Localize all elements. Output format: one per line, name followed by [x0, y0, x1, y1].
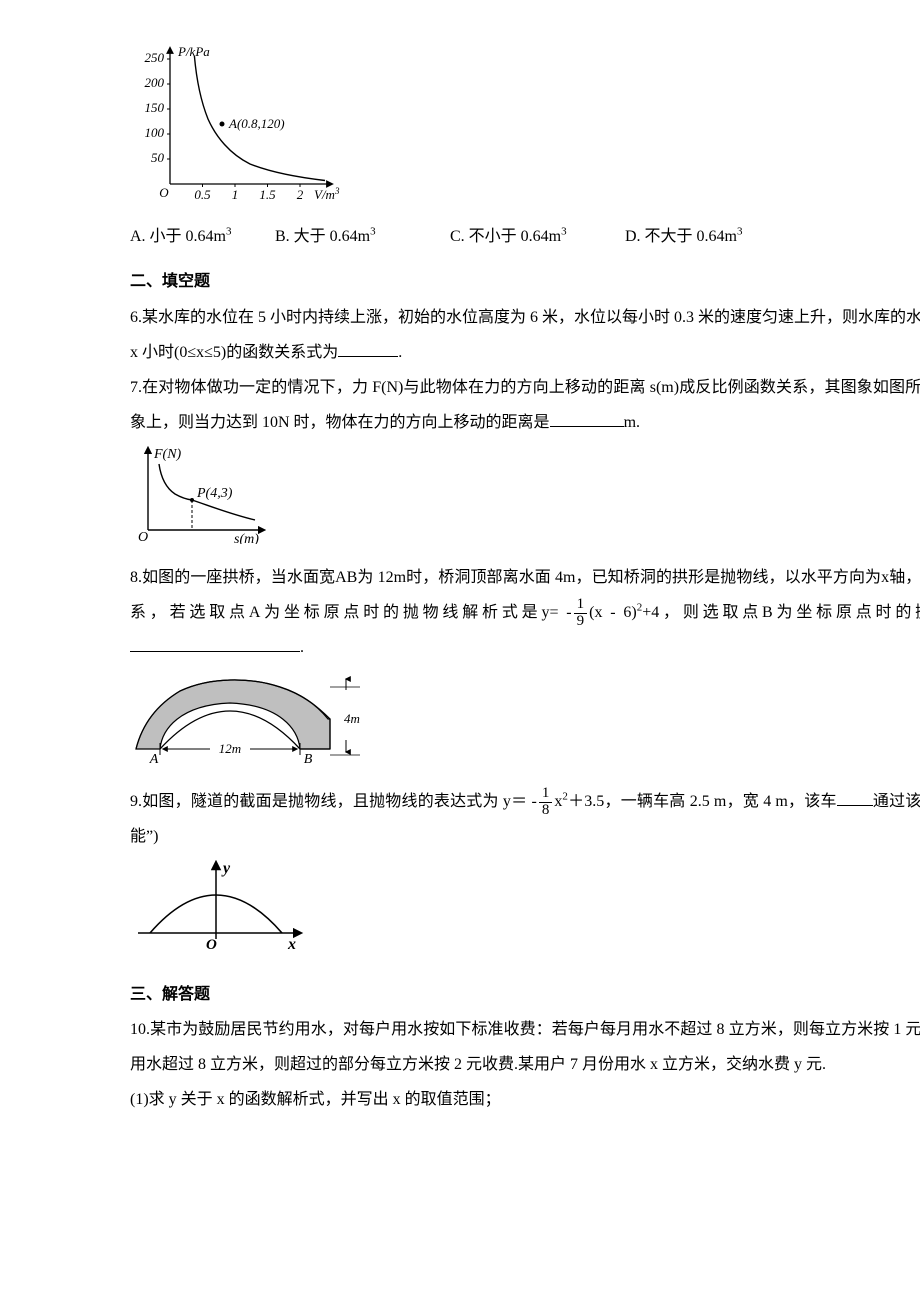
q6-blank	[338, 340, 398, 357]
q7-text-b: m.	[624, 414, 640, 431]
q7-text-a: 7.在对物体做功一定的情况下，力 F(N)与此物体在力的方向上移动的距离 s(m…	[130, 379, 920, 431]
q9-blank	[837, 789, 873, 806]
section-3-head: 三、解答题	[130, 977, 920, 1012]
q8-bridge-body	[136, 680, 330, 749]
q9-text-a: 9.如图，隧道的截面是抛物线，且抛物线的表达式为 y＝ -	[130, 793, 537, 810]
q5-choices: A. 小于 0.64m3 B. 大于 0.64m3 C. 不小于 0.64m3 …	[130, 219, 920, 254]
q9: 9.如图，隧道的截面是抛物线，且抛物线的表达式为 y＝ -18x2＋3.5，一辆…	[130, 784, 920, 854]
q9-text-c: ＋3.5，一辆车高 2.5 m，宽 4 m，该车	[568, 793, 837, 810]
q5-point-A-label: A(0.8,120)	[228, 116, 285, 131]
q5-xtick-0-5: 0.5	[194, 187, 211, 202]
q8-4m: 4m	[344, 711, 360, 726]
q9-frac1: 18	[539, 786, 553, 819]
q5-svg: 50 100 150 200 250 0.5 1 1.5 2	[130, 44, 340, 204]
q5-xtick-2: 2	[297, 187, 304, 202]
q8-text-b: (x - 6)	[589, 604, 637, 621]
q8: 8.如图的一座拱桥，当水面宽AB为 12m时，桥洞顶部离水面 4m，已知桥洞的拱…	[130, 560, 920, 666]
q7-point-dot	[190, 498, 194, 502]
q6: 6.某水库的水位在 5 小时内持续上涨，初始的水位高度为 6 米，水位以每小时 …	[130, 300, 920, 370]
q5-chart: 50 100 150 200 250 0.5 1 1.5 2	[130, 44, 920, 217]
q8-12m: 12m	[219, 741, 241, 756]
q10-sub1: (1)求 y 关于 x 的函数解析式，并写出 x 的取值范围；	[130, 1082, 920, 1117]
q5-choice-A: A. 小于 0.64m3	[130, 219, 275, 254]
q7-svg: F(N) s(m) O P(4,3)	[130, 444, 280, 544]
q9-svg: y x O	[130, 859, 310, 954]
q5-choice-D: D. 不大于 0.64m3	[625, 219, 743, 254]
q5-ytick-200: 200	[145, 75, 165, 90]
q8-A: A	[149, 752, 159, 767]
q7: 7.在对物体做功一定的情况下，力 F(N)与此物体在力的方向上移动的距离 s(m…	[130, 370, 920, 440]
q8-svg: 12m A B 4m	[130, 669, 370, 769]
q7-origin: O	[138, 530, 148, 544]
q5-xlabel: V/m3	[314, 186, 340, 202]
q5-origin: O	[159, 185, 169, 200]
q8-text-c: +4，则选取点B为坐标原点时的抛物线解析式是	[642, 604, 920, 621]
q6-text-a: 6.某水库的水位在 5 小时内持续上涨，初始的水位高度为 6 米，水位以每小时 …	[130, 309, 920, 361]
q5-ylabel: P/kPa	[177, 44, 210, 59]
q5-ytick-100: 100	[145, 125, 165, 140]
q7-point-label: P(4,3)	[196, 486, 233, 501]
q5-point-A-dot	[220, 122, 225, 127]
q6-text-b: .	[398, 344, 402, 361]
q7-blank	[550, 410, 624, 427]
q7-chart: F(N) s(m) O P(4,3)	[130, 444, 920, 557]
q9-origin: O	[206, 937, 217, 953]
q9-ylabel: y	[221, 860, 231, 877]
q9-chart: y x O	[130, 859, 920, 967]
q8-B: B	[304, 752, 313, 767]
q5-ytick-50: 50	[151, 150, 165, 165]
q8-frac1: 19	[574, 597, 588, 630]
q5-xtick-1: 1	[232, 187, 239, 202]
q7-xlabel: s(m)	[234, 532, 259, 544]
q5-ytick-150: 150	[145, 100, 165, 115]
q7-ylabel: F(N)	[153, 447, 182, 462]
q8-blank	[130, 635, 300, 652]
q9-xlabel: x	[287, 936, 296, 953]
q5-ytick-250: 250	[145, 50, 165, 65]
q5-choice-C: C. 不小于 0.64m3	[450, 219, 625, 254]
q5-xtick-1-5: 1.5	[259, 187, 276, 202]
q10-text: 10.某市为鼓励居民节约用水，对每户用水按如下标准收费：若每户每月用水不超过 8…	[130, 1012, 920, 1082]
section-2-head: 二、填空题	[130, 264, 920, 299]
q8-text-d: .	[300, 639, 304, 656]
q5-choice-B: B. 大于 0.64m3	[275, 219, 450, 254]
q8-chart: 12m A B 4m	[130, 669, 920, 782]
